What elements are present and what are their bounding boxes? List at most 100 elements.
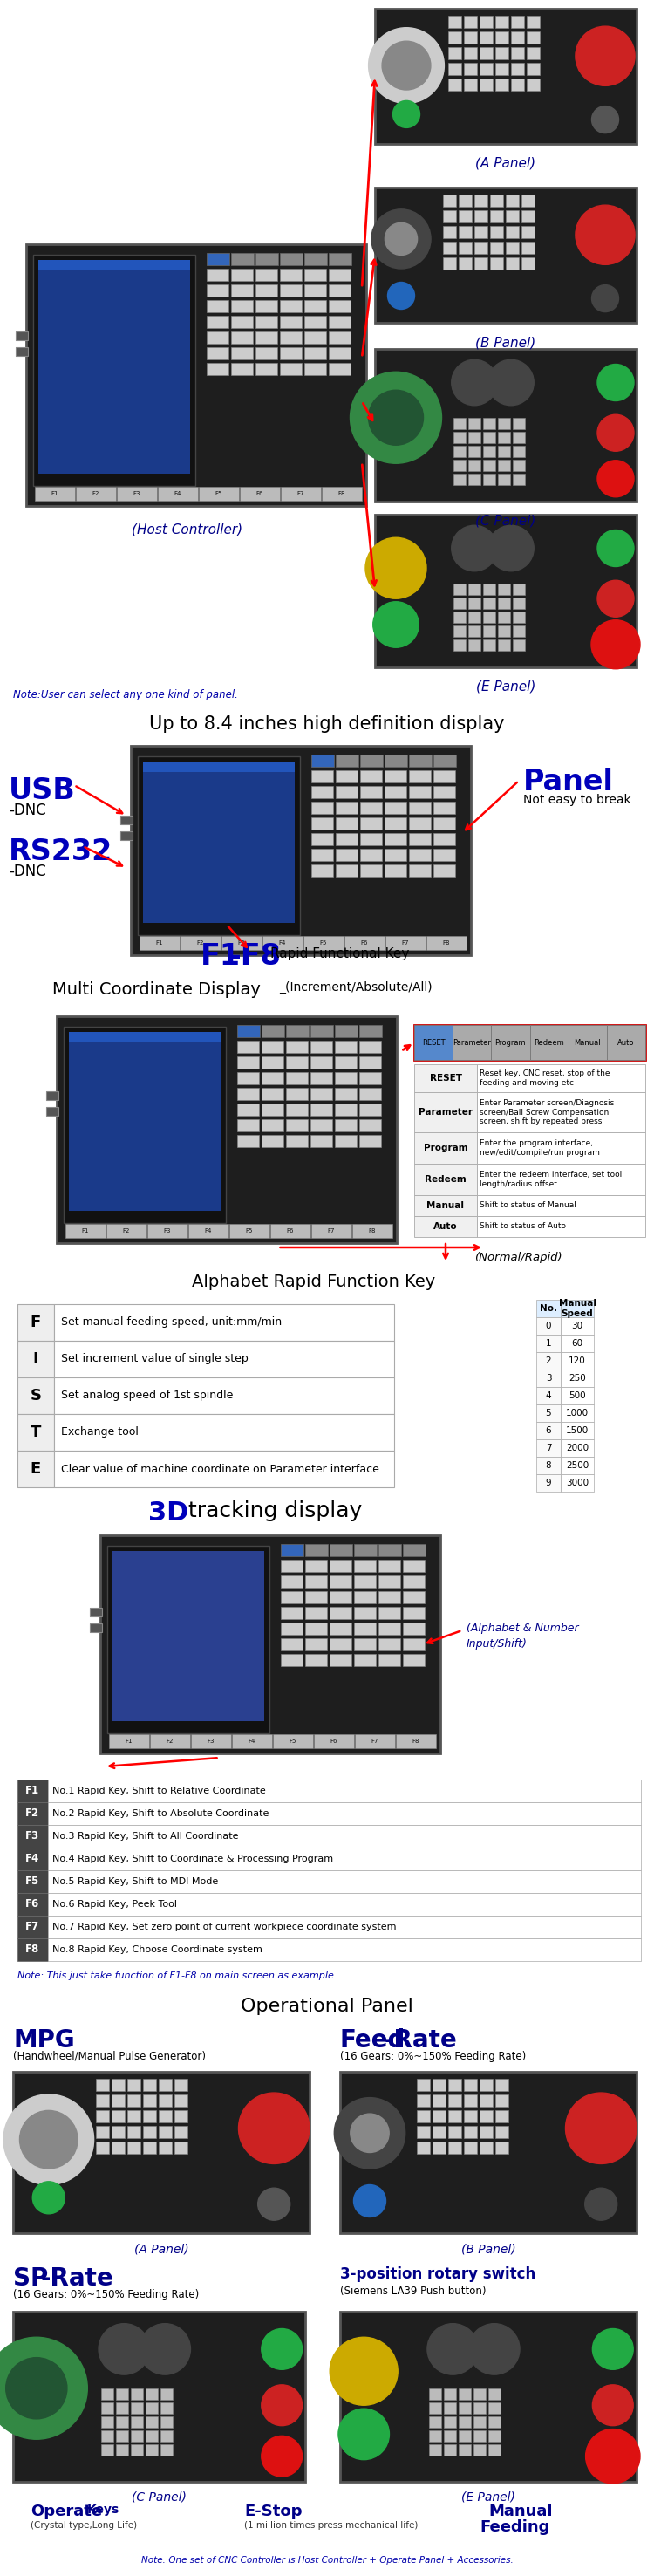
Bar: [434, 786, 455, 799]
Text: -DNC: -DNC: [9, 804, 46, 819]
Text: 250: 250: [568, 1373, 586, 1383]
Text: Redeem: Redeem: [425, 1175, 466, 1185]
Bar: [336, 786, 358, 799]
Bar: [414, 1195, 477, 1216]
Bar: [434, 832, 455, 845]
Text: (B Panel): (B Panel): [475, 335, 536, 348]
Bar: [426, 935, 466, 951]
Bar: [354, 1543, 377, 1556]
Bar: [335, 1056, 356, 1069]
Bar: [379, 1558, 400, 1571]
Bar: [311, 1072, 332, 1084]
Text: No.6 Rapid Key, Peek Tool: No.6 Rapid Key, Peek Tool: [52, 1901, 177, 1909]
Bar: [311, 1224, 351, 1239]
Bar: [448, 62, 461, 75]
Bar: [491, 1025, 530, 1059]
Bar: [311, 1025, 333, 1038]
Bar: [329, 332, 351, 343]
Bar: [498, 598, 510, 608]
Circle shape: [338, 2409, 389, 2460]
Bar: [379, 1654, 400, 1667]
Bar: [280, 268, 301, 281]
Circle shape: [385, 222, 417, 255]
Text: 1000: 1000: [566, 1409, 589, 1417]
Bar: [536, 1440, 560, 1458]
Bar: [54, 1378, 394, 1414]
Bar: [128, 2079, 141, 2092]
Circle shape: [33, 2182, 65, 2213]
Text: 2000: 2000: [566, 1443, 589, 1453]
Bar: [329, 252, 351, 265]
Bar: [143, 2094, 156, 2107]
Bar: [96, 2125, 109, 2138]
Bar: [468, 417, 481, 430]
Bar: [345, 935, 385, 951]
Bar: [560, 1301, 594, 1316]
Bar: [480, 2079, 493, 2092]
Bar: [409, 866, 431, 876]
Text: 5: 5: [545, 1409, 551, 1417]
Bar: [403, 1558, 424, 1571]
Text: (Crystal type,Long Life): (Crystal type,Long Life): [31, 2522, 137, 2530]
Circle shape: [354, 2184, 386, 2218]
Bar: [480, 2094, 493, 2107]
Bar: [403, 1543, 426, 1556]
Text: Enter the redeem interface, set tool
length/radius offset: Enter the redeem interface, set tool len…: [479, 1172, 622, 1188]
Bar: [379, 1543, 401, 1556]
Bar: [490, 242, 503, 255]
Bar: [458, 2445, 471, 2455]
Bar: [403, 1638, 424, 1651]
Bar: [330, 1654, 351, 1667]
Bar: [13, 2071, 309, 2233]
Text: E-Stop: E-Stop: [244, 2504, 302, 2519]
Bar: [433, 2125, 446, 2138]
Bar: [483, 582, 495, 595]
Bar: [311, 770, 333, 783]
Bar: [379, 1607, 400, 1620]
Text: No.3 Rapid Key, Shift to All Coordinate: No.3 Rapid Key, Shift to All Coordinate: [52, 1832, 239, 1842]
Bar: [120, 817, 133, 824]
Bar: [506, 196, 519, 206]
Text: F2: F2: [26, 1808, 39, 1819]
Text: 120: 120: [568, 1358, 586, 1365]
Text: (E Panel): (E Panel): [476, 680, 536, 693]
Bar: [464, 2125, 477, 2138]
Bar: [18, 1870, 48, 1893]
Bar: [513, 417, 525, 430]
Bar: [477, 1195, 645, 1216]
Bar: [143, 2110, 156, 2123]
Circle shape: [239, 2092, 309, 2164]
Bar: [262, 935, 303, 951]
Bar: [453, 1025, 491, 1059]
Bar: [281, 1607, 303, 1620]
Bar: [560, 1458, 594, 1473]
Bar: [483, 611, 495, 623]
Text: (C Panel): (C Panel): [475, 515, 536, 528]
Text: E: E: [30, 1461, 41, 1476]
Text: Manual
Speed: Manual Speed: [559, 1298, 596, 1319]
Bar: [359, 1087, 381, 1100]
Bar: [130, 2388, 143, 2401]
Bar: [311, 817, 333, 829]
Bar: [385, 770, 406, 783]
Text: 3000: 3000: [566, 1479, 589, 1486]
Circle shape: [366, 538, 426, 598]
Text: Redeem: Redeem: [534, 1038, 564, 1046]
Bar: [526, 46, 540, 59]
Bar: [468, 459, 481, 471]
Bar: [145, 2416, 158, 2427]
Bar: [409, 848, 431, 860]
Text: F1: F1: [51, 492, 59, 497]
Bar: [335, 1025, 358, 1038]
Bar: [453, 639, 466, 652]
Bar: [314, 1734, 354, 1749]
Bar: [453, 598, 466, 608]
Circle shape: [368, 389, 423, 446]
Circle shape: [262, 2437, 302, 2476]
Bar: [232, 1734, 272, 1749]
Bar: [536, 1458, 560, 1473]
Bar: [489, 2416, 500, 2427]
Text: MPG: MPG: [13, 2027, 75, 2053]
Bar: [474, 211, 487, 222]
Bar: [116, 2445, 128, 2455]
